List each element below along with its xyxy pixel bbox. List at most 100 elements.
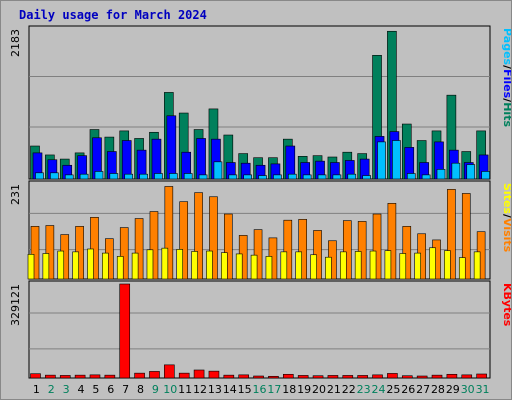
visits-sites-legend: Sites/Visits <box>501 183 511 253</box>
bar-sites-day-18 <box>280 251 288 280</box>
legend-files: Files <box>501 69 511 99</box>
bar-kbytes-day-5 <box>89 374 101 379</box>
bar-kbytes-day-29 <box>446 373 458 379</box>
day-label-12: 12 <box>193 383 207 396</box>
bar-files-day-12 <box>196 138 206 180</box>
bar-files-day-10 <box>166 115 177 180</box>
kbytes-panel: 329121 KBytes <box>9 280 511 379</box>
bar-kbytes-day-16 <box>253 375 264 379</box>
bar-pages-day-31 <box>481 171 490 180</box>
bar-kbytes-day-7 <box>119 283 131 379</box>
bar-pages-day-16 <box>258 175 267 180</box>
y-max-label: 231 <box>9 184 22 205</box>
bar-kbytes-day-13 <box>208 370 220 379</box>
bar-sites-day-1 <box>27 254 35 280</box>
report-title: Daily usage for March 2024 <box>19 8 207 22</box>
hits-files-pages-legend: Pages/Files/Hits <box>501 28 511 127</box>
day-label-20: 20 <box>312 383 326 396</box>
bar-visits-day-1 <box>30 226 40 280</box>
bar-pages-day-19 <box>302 174 312 180</box>
bar-pages-day-28 <box>436 169 446 180</box>
bar-kbytes-day-21 <box>327 375 339 379</box>
bar-sites-day-7 <box>116 256 124 280</box>
bar-visits-day-24 <box>372 213 382 280</box>
bar-pages-day-8 <box>139 173 148 180</box>
bar-pages-day-4 <box>79 173 89 180</box>
day-label-16: 16 <box>253 383 267 396</box>
bar-pages-day-9 <box>154 173 163 180</box>
bar-kbytes-day-14 <box>223 374 235 379</box>
bar-kbytes-day-24 <box>372 374 383 379</box>
day-label-10: 10 <box>163 383 177 396</box>
bar-sites-day-21 <box>325 256 332 280</box>
bar-pages-day-10 <box>169 173 178 180</box>
bar-sites-day-9 <box>146 249 154 280</box>
bar-kbytes-day-10 <box>164 364 175 379</box>
day-label-25: 25 <box>386 383 400 396</box>
bar-kbytes-day-26 <box>401 375 413 379</box>
bar-visits-day-11 <box>179 201 189 280</box>
day-label-26: 26 <box>401 383 415 396</box>
bar-visits-day-2 <box>45 225 55 280</box>
bar-sites-day-17 <box>265 256 273 280</box>
bar-kbytes-day-22 <box>342 375 354 379</box>
bar-kbytes-day-18 <box>283 373 294 379</box>
bar-files-day-7 <box>121 140 132 180</box>
bar-kbytes-day-23 <box>357 375 368 379</box>
bar-pages-day-27 <box>421 174 431 180</box>
day-label-1: 1 <box>33 383 40 396</box>
bar-sites-day-25 <box>384 250 392 280</box>
y-max-label: 2183 <box>9 29 22 57</box>
bar-kbytes-day-28 <box>431 374 443 379</box>
day-label-23: 23 <box>357 383 371 396</box>
x-axis-days: 1 2 3 4 5 6 7 8 9 10 11 12 13 14 15 16 17 18 19 20 21 22 23 24 2… <box>33 383 490 396</box>
hits-files-pages-panel: 2183 Pages/Files/Hits <box>9 25 511 180</box>
legend-sites: Sites <box>501 183 511 214</box>
bar-kbytes-day-25 <box>387 373 398 379</box>
bar-pages-day-1 <box>35 172 44 180</box>
bar-sites-day-6 <box>102 252 109 280</box>
bar-visits-day-25 <box>387 203 397 280</box>
bar-visits-day-10 <box>164 186 174 280</box>
day-label-31: 31 <box>476 383 490 396</box>
bar-sites-day-5 <box>87 248 94 280</box>
legend-sep1: / <box>501 214 511 219</box>
bar-visits-day-30 <box>461 193 471 280</box>
bar-kbytes-day-2 <box>45 374 56 379</box>
bar-visits-day-26 <box>402 226 412 280</box>
bar-sites-day-15 <box>235 253 243 280</box>
bar-kbytes-day-17 <box>268 375 279 379</box>
bar-visits-day-23 <box>357 221 367 280</box>
bar-sites-day-12 <box>191 251 198 280</box>
bar-pages-day-15 <box>243 174 252 180</box>
bar-kbytes-day-11 <box>178 372 190 379</box>
bar-visits-day-8 <box>134 218 144 280</box>
bar-pages-day-24 <box>377 141 386 180</box>
bar-sites-day-2 <box>42 253 50 280</box>
day-label-28: 28 <box>431 383 445 396</box>
bar-kbytes-day-20 <box>312 375 324 379</box>
bar-visits-day-14 <box>224 213 233 280</box>
bar-kbytes-day-31 <box>476 373 487 379</box>
bar-pages-day-22 <box>347 173 357 180</box>
bar-sites-day-27 <box>414 252 421 280</box>
day-label-9: 9 <box>152 383 159 396</box>
bar-pages-day-13 <box>213 161 223 180</box>
bar-sites-day-31 <box>473 251 481 280</box>
bar-visits-day-13 <box>209 196 218 280</box>
day-label-2: 2 <box>48 383 55 396</box>
bar-pages-day-3 <box>64 174 74 180</box>
bar-pages-day-17 <box>273 174 282 180</box>
day-label-4: 4 <box>78 383 85 396</box>
day-label-24: 24 <box>371 383 385 396</box>
day-label-21: 21 <box>327 383 341 396</box>
bar-visits-day-16 <box>253 229 263 280</box>
bar-pages-day-30 <box>466 164 476 180</box>
bar-sites-day-13 <box>206 250 213 280</box>
bar-sites-day-4 <box>72 251 79 280</box>
bar-sites-day-29 <box>444 250 451 280</box>
bar-visits-day-12 <box>194 192 203 280</box>
bar-pages-day-5 <box>94 171 104 180</box>
bar-pages-day-2 <box>50 172 59 180</box>
legend-sep1: / <box>501 65 511 70</box>
